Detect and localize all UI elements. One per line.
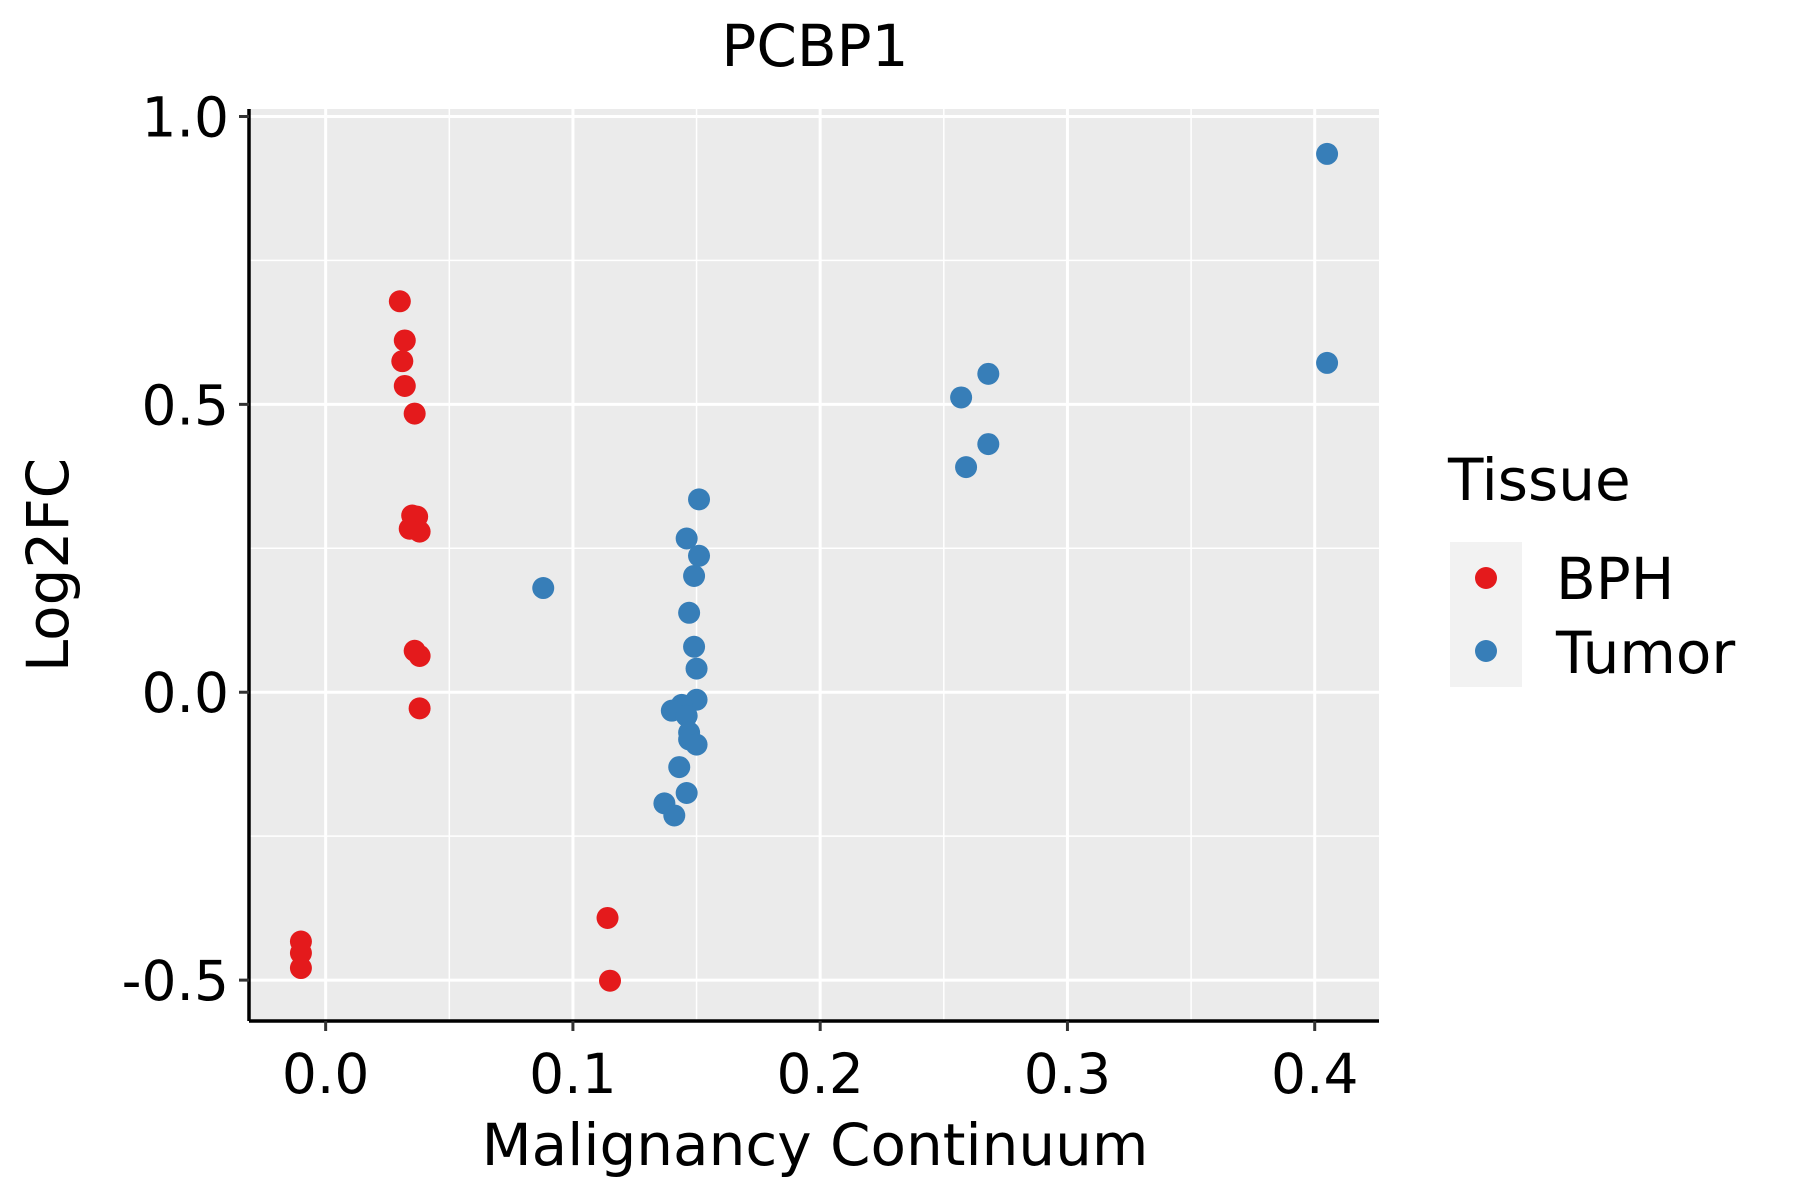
data-point-bph <box>599 969 622 992</box>
data-point-bph <box>408 644 431 667</box>
x-axis-title: Malignancy Continuum <box>482 1111 1149 1179</box>
data-point-tumor <box>683 564 706 587</box>
data-point-tumor <box>685 657 708 680</box>
y-tick-label: 0.0 <box>142 661 229 725</box>
data-points <box>289 142 1339 992</box>
data-point-tumor <box>675 527 698 550</box>
data-point-tumor <box>675 704 698 727</box>
chart-title: PCBP1 <box>721 12 908 80</box>
data-point-bph <box>289 957 312 980</box>
x-tick-label: 0.3 <box>1024 1042 1111 1106</box>
data-point-tumor <box>685 733 708 756</box>
grid-lines <box>249 109 1379 1021</box>
data-point-bph <box>596 906 619 929</box>
data-point-bph <box>408 520 431 543</box>
x-tick-label: 0.2 <box>776 1042 863 1106</box>
data-point-tumor <box>668 756 691 779</box>
legend-marker-bph <box>1475 567 1497 589</box>
legend: Tissue BPH Tumor <box>1447 446 1735 687</box>
y-tick-label: -0.5 <box>122 949 229 1013</box>
x-axis-ticks: 0.0 0.1 0.2 0.3 0.4 <box>282 1021 1358 1106</box>
data-point-tumor <box>1316 142 1339 165</box>
x-tick-label: 0.0 <box>282 1042 369 1106</box>
data-point-tumor <box>683 635 706 658</box>
data-point-tumor <box>678 601 701 624</box>
x-tick-label: 0.4 <box>1271 1042 1358 1106</box>
data-point-tumor <box>955 456 978 479</box>
data-point-bph <box>393 329 416 352</box>
y-tick-label: 1.0 <box>142 85 229 149</box>
data-point-tumor <box>688 488 711 511</box>
data-point-bph <box>408 697 431 720</box>
data-point-bph <box>403 402 426 425</box>
data-point-tumor <box>977 362 1000 385</box>
legend-key-background <box>1450 542 1522 687</box>
data-point-bph <box>393 374 416 397</box>
legend-title: Tissue <box>1447 446 1631 514</box>
data-point-tumor <box>950 386 973 409</box>
data-point-bph <box>391 350 414 373</box>
data-point-tumor <box>675 782 698 804</box>
data-point-tumor <box>688 544 711 567</box>
data-point-tumor <box>1316 351 1339 374</box>
y-tick-label: 0.5 <box>142 373 229 437</box>
data-point-bph <box>388 290 411 313</box>
y-axis-ticks: -0.5 0.0 0.5 1.0 <box>122 85 249 1013</box>
data-point-tumor <box>532 577 555 600</box>
legend-marker-tumor <box>1475 640 1497 662</box>
legend-label-tumor: Tumor <box>1555 619 1735 687</box>
data-point-tumor <box>977 433 1000 456</box>
legend-label-bph: BPH <box>1556 545 1674 613</box>
plot-panel <box>249 109 1379 1021</box>
y-axis-title: Log2FC <box>14 458 82 672</box>
x-tick-label: 0.1 <box>529 1042 616 1106</box>
data-point-tumor <box>663 804 686 827</box>
